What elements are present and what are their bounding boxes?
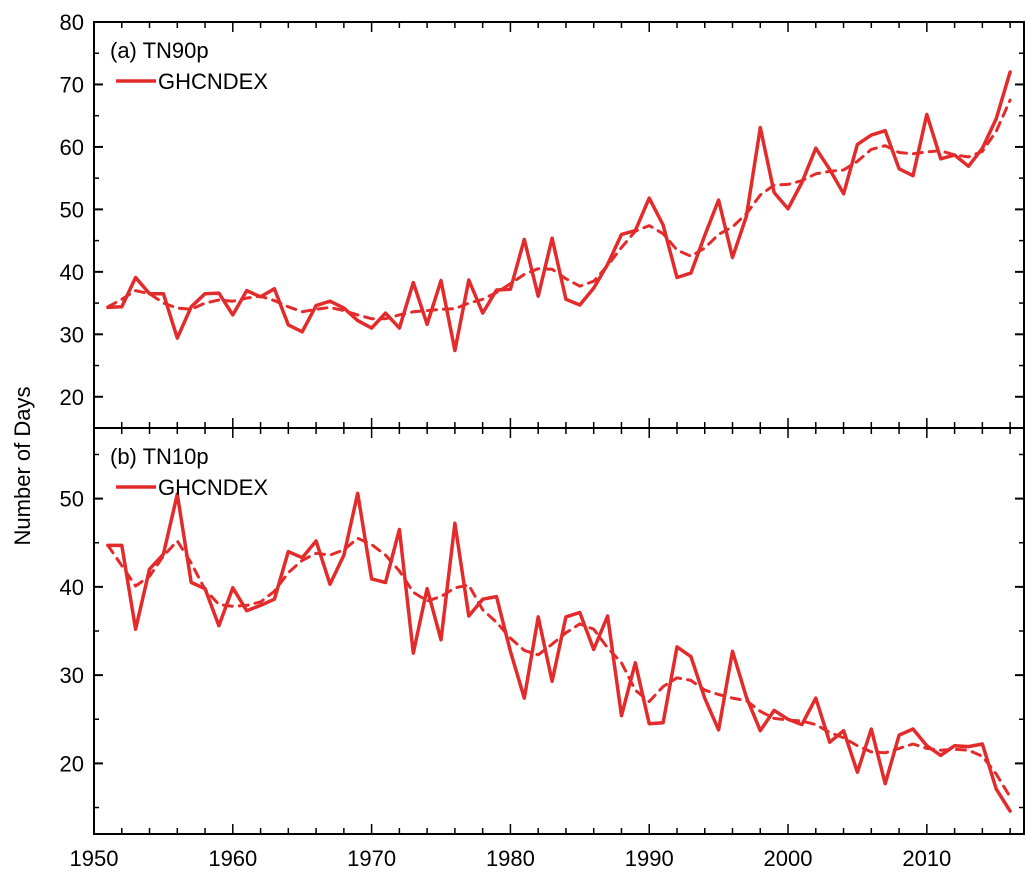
y-tick-label: 20 (60, 751, 84, 776)
panel-label: (b) TN10p (110, 444, 209, 469)
legend-label: GHCNDEX (158, 475, 268, 500)
series-line-ghcndex (106, 70, 1012, 353)
y-tick-label: 30 (60, 663, 84, 688)
x-tick-label: 1950 (70, 846, 119, 871)
y-tick-label: 60 (60, 135, 84, 160)
x-axis: 1950 1960 1970 1980 1990 2000 2010 (70, 846, 952, 871)
y-tick-label: 20 (60, 385, 84, 410)
x-tick-label: 1980 (486, 846, 535, 871)
panel-tn10p: 20 30 40 50 (b) TN10p GHCNDEX (60, 427, 1025, 835)
y-axis-label: Number of Days (10, 387, 35, 546)
x-tick-label: 2000 (764, 846, 813, 871)
legend-label: GHCNDEX (158, 69, 268, 94)
x-tick-label: 1960 (208, 846, 257, 871)
y-tick-label: 80 (60, 10, 84, 35)
panel-label: (a) TN90p (110, 38, 209, 63)
y-tick-label: 70 (60, 72, 84, 97)
x-tick-label: 1990 (625, 846, 674, 871)
y-tick-label: 40 (60, 260, 84, 285)
y-tick-label: 50 (60, 197, 84, 222)
series-trend-line (106, 98, 1012, 321)
series-trend-line (106, 536, 1012, 799)
y-tick-label: 30 (60, 322, 84, 347)
y-tick-label: 40 (60, 575, 84, 600)
panel-tn90p: 20 30 40 50 60 70 80 (a) TN90p GHCNDEX (60, 10, 1025, 429)
x-tick-label: 2010 (902, 846, 951, 871)
x-tick-label: 1970 (347, 846, 396, 871)
y-tick-label: 50 (60, 487, 84, 512)
series-line-ghcndex (106, 491, 1012, 813)
